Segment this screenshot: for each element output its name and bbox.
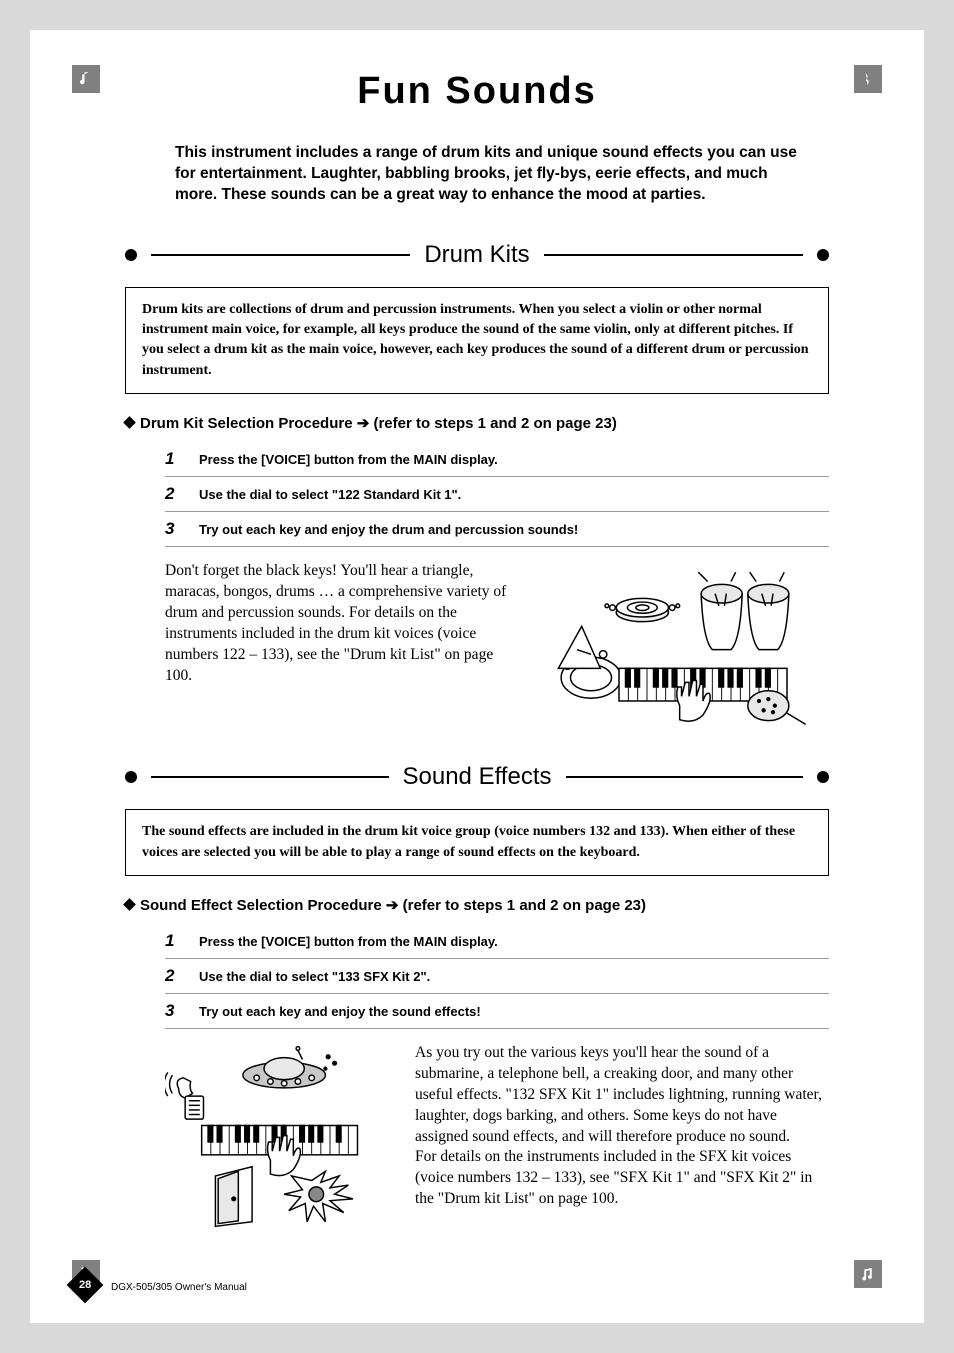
step-number: 3: [165, 519, 199, 539]
sfx-illustration: [165, 1043, 385, 1241]
bullet-dot-icon: [817, 771, 829, 783]
drum-kit-illustration: [549, 561, 829, 743]
footer-manual-title: DGX-505/305 Owner's Manual: [111, 1270, 869, 1293]
section-header-sound-effects: Sound Effects: [125, 763, 829, 791]
divider-line: [151, 776, 389, 778]
procedure-title-text: Drum Kit Selection Procedure ➔ (refer to…: [140, 415, 617, 432]
step-text: Use the dial to select "133 SFX Kit 2".: [199, 969, 430, 984]
section-header-drum-kits: Drum Kits: [125, 241, 829, 269]
step-item: 1Press the [VOICE] button from the MAIN …: [165, 924, 829, 959]
sfx-steps: 1Press the [VOICE] button from the MAIN …: [165, 924, 829, 1029]
sfx-body-row: As you try out the various keys you'll h…: [165, 1043, 829, 1241]
diamond-bullet-icon: [123, 416, 136, 429]
divider-line: [566, 776, 804, 778]
step-item: 3Try out each key and enjoy the sound ef…: [165, 994, 829, 1029]
step-text: Try out each key and enjoy the drum and …: [199, 522, 578, 537]
sound-effects-info-box: The sound effects are included in the dr…: [125, 809, 829, 876]
intro-paragraph: This instrument includes a range of drum…: [175, 143, 799, 206]
diamond-bullet-icon: [123, 898, 136, 911]
bullet-dot-icon: [817, 249, 829, 261]
page-number: 28: [79, 1279, 91, 1291]
step-item: 1Press the [VOICE] button from the MAIN …: [165, 442, 829, 477]
step-number: 3: [165, 1001, 199, 1021]
drum-kits-info-box: Drum kits are collections of drum and pe…: [125, 287, 829, 394]
page-footer: 28 DGX-505/305 Owner's Manual: [85, 1270, 869, 1293]
section-heading: Drum Kits: [424, 241, 529, 269]
divider-line: [544, 254, 803, 256]
drum-kits-body-row: Don't forget the black keys! You'll hear…: [165, 561, 829, 743]
step-text: Use the dial to select "122 Standard Kit…: [199, 487, 461, 502]
step-item: 2Use the dial to select "122 Standard Ki…: [165, 477, 829, 512]
section-heading: Sound Effects: [403, 763, 552, 791]
step-text: Try out each key and enjoy the sound eff…: [199, 1004, 481, 1019]
step-item: 3Try out each key and enjoy the drum and…: [165, 512, 829, 547]
manual-page: Fun Sounds This instrument includes a ra…: [30, 30, 924, 1323]
step-text: Press the [VOICE] button from the MAIN d…: [199, 452, 498, 467]
bullet-dot-icon: [125, 249, 137, 261]
sfx-body-text: As you try out the various keys you'll h…: [415, 1043, 829, 1241]
drum-kit-procedure-title: Drum Kit Selection Procedure ➔ (refer to…: [125, 414, 829, 432]
step-text: Press the [VOICE] button from the MAIN d…: [199, 934, 498, 949]
step-number: 2: [165, 966, 199, 986]
step-number: 1: [165, 931, 199, 951]
bullet-dot-icon: [125, 771, 137, 783]
corner-rest-icon: [854, 65, 882, 93]
sfx-procedure-title: Sound Effect Selection Procedure ➔ (refe…: [125, 896, 829, 914]
step-number: 1: [165, 449, 199, 469]
drum-kits-body-text: Don't forget the black keys! You'll hear…: [165, 561, 519, 743]
step-item: 2Use the dial to select "133 SFX Kit 2".: [165, 959, 829, 994]
corner-note-icon: [72, 65, 100, 93]
page-title: Fun Sounds: [85, 70, 869, 113]
step-number: 2: [165, 484, 199, 504]
divider-line: [151, 254, 410, 256]
drum-kit-steps: 1Press the [VOICE] button from the MAIN …: [165, 442, 829, 547]
procedure-title-text: Sound Effect Selection Procedure ➔ (refe…: [140, 897, 646, 914]
